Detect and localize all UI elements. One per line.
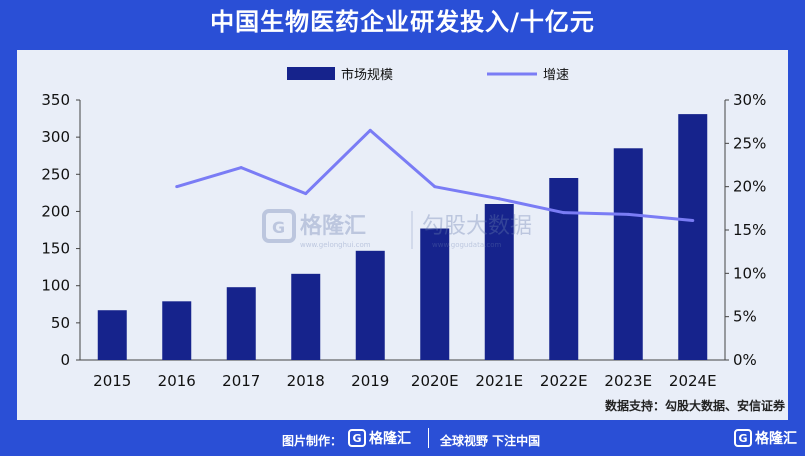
x-tick-label: 2017 — [222, 372, 260, 390]
footer-logo[interactable]: G 格隆汇 — [348, 428, 411, 448]
chart-title: 中国生物医药企业研发投入/十亿元 — [210, 8, 595, 36]
y-right-tick-label: 25% — [733, 134, 766, 152]
growth-point — [239, 166, 243, 170]
bar — [97, 310, 127, 360]
growth-point — [626, 212, 630, 216]
y-left-tick-label: 50 — [51, 314, 70, 332]
legend-bar-label: 市场规模 — [341, 67, 393, 83]
growth-point — [304, 192, 308, 196]
bar — [420, 228, 450, 360]
chart-panel: 0 50 100 150 200 250 300 350 0% 5% 10% 15% 20% 25% 30%… — [17, 50, 788, 420]
bar — [484, 204, 514, 360]
chart-svg: 0 50 100 150 200 250 300 350 0% 5% 10% 15% 20% 25% 30%… — [41, 67, 766, 390]
y-right-tick-label: 20% — [733, 178, 766, 196]
bar — [678, 114, 708, 360]
y-left-tick-label: 100 — [41, 277, 70, 295]
growth-point — [433, 185, 437, 189]
g-logo-icon: G — [734, 429, 752, 447]
y-left-tick-label: 250 — [41, 165, 70, 183]
x-tick-label: 2024E — [669, 372, 717, 390]
y-right-tick-label: 15% — [733, 221, 766, 239]
bar — [613, 148, 643, 360]
g-logo-icon: G — [348, 429, 366, 447]
x-tick-label: 2023E — [604, 372, 652, 390]
bar — [355, 250, 385, 360]
x-tick-label: 2016 — [158, 372, 196, 390]
bar — [549, 178, 579, 360]
x-tick-label: 2021E — [475, 372, 523, 390]
y-right-tick-label: 0% — [733, 351, 757, 369]
growth-point — [368, 128, 372, 132]
x-tick-label: 2020E — [411, 372, 459, 390]
footer-credit: 图片制作： — [282, 434, 343, 448]
footer-logo-text: 格隆汇 — [369, 431, 411, 447]
y-left-tick-label: 200 — [41, 202, 70, 220]
y-left-tick-label: 150 — [41, 240, 70, 258]
y-left-tick-label: 350 — [41, 91, 70, 109]
y-right-tick-label: 10% — [733, 264, 766, 282]
y-right-tick-label: 5% — [733, 308, 757, 326]
x-tick-label: 2015 — [93, 372, 131, 390]
bar — [226, 287, 256, 360]
corner-logo-text: 格隆汇 — [755, 431, 797, 447]
bar — [291, 273, 321, 360]
y-left-tick-label: 300 — [41, 128, 70, 146]
footer-slogan: 全球视野 下注中国 — [440, 434, 541, 448]
x-tick-label: 2018 — [287, 372, 325, 390]
footer-divider — [428, 428, 429, 448]
growth-point — [691, 218, 695, 222]
legend-bar-swatch — [287, 67, 335, 80]
x-tick-label: 2019 — [351, 372, 389, 390]
y-right-tick-label: 30% — [733, 91, 766, 109]
footer: 图片制作： G 格隆汇 全球视野 下注中国 G 格隆汇 — [0, 422, 805, 456]
legend-line-label: 增速 — [543, 68, 569, 83]
corner-logo[interactable]: G 格隆汇 — [734, 428, 797, 448]
growth-point — [497, 197, 501, 201]
bar — [162, 301, 192, 360]
x-tick-label: 2022E — [540, 372, 588, 390]
growth-point — [562, 211, 566, 215]
source-note: 数据支持：勾股大数据、安信证券 — [604, 399, 785, 413]
growth-point — [175, 185, 179, 189]
y-left-tick-label: 0 — [60, 351, 70, 369]
